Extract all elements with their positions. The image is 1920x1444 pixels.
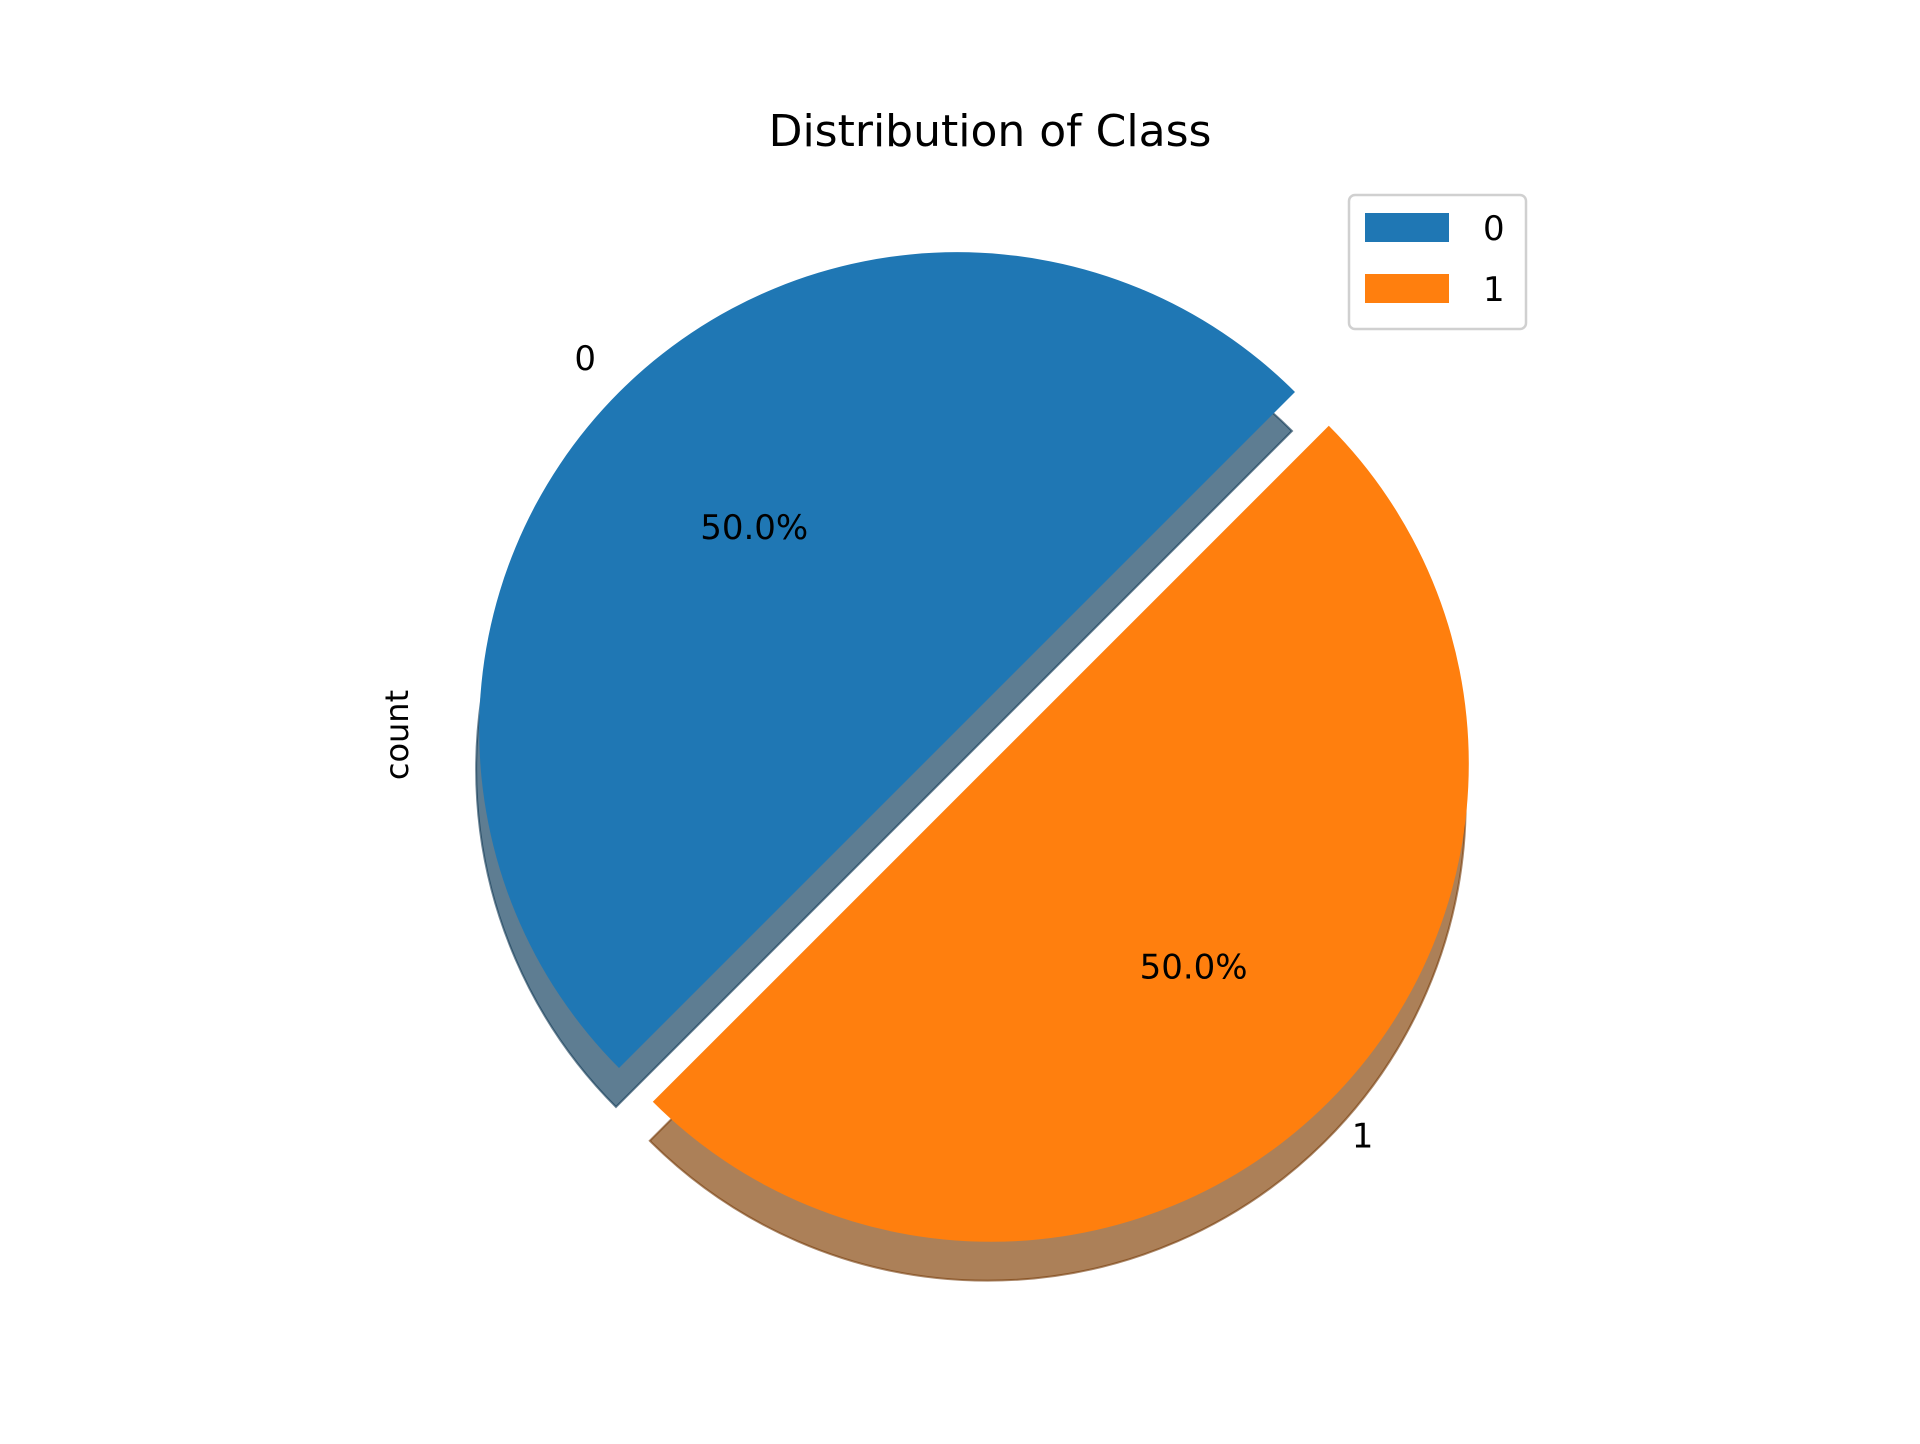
pie-slice-0: [479, 252, 1295, 1068]
legend-swatch-0: [1365, 213, 1449, 242]
legend-label-1: 1: [1483, 270, 1505, 310]
pie-labels: 50.0% 0 50.0% 1: [574, 339, 1373, 1156]
pie-category-label-0: 0: [574, 339, 596, 379]
pie-category-label-1: 1: [1352, 1117, 1374, 1157]
legend-label-0: 0: [1483, 209, 1505, 249]
legend: 01: [1347, 193, 1528, 331]
y-axis-label: count: [378, 690, 416, 780]
pie-slices: [479, 252, 1469, 1242]
pie-slice-1: [652, 425, 1469, 1242]
chart-title: Distribution of Class: [769, 106, 1212, 157]
legend-swatch-1: [1365, 274, 1449, 303]
pie-percent-label-1: 50.0%: [1140, 948, 1248, 988]
pie-percent-label-0: 50.0%: [700, 508, 808, 548]
